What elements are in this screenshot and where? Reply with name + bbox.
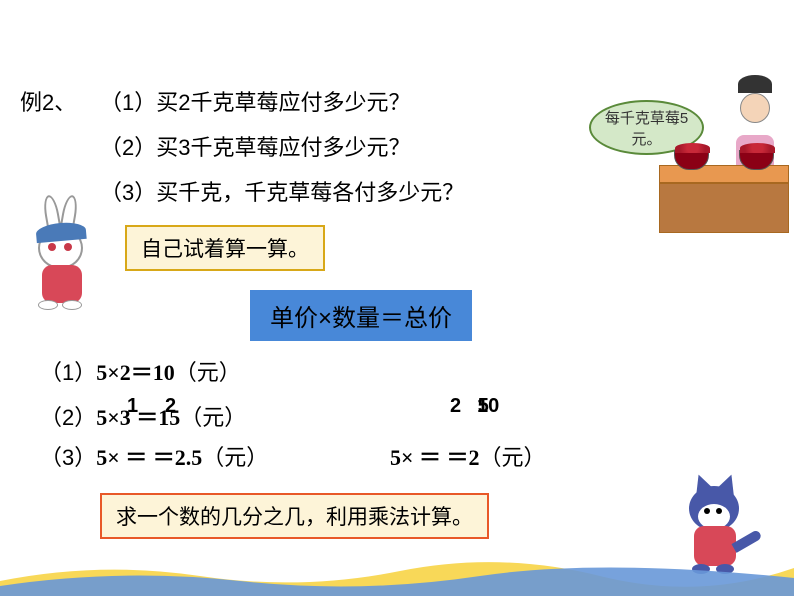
equation-2: （2）5×3 ＝15（元） xyxy=(40,400,246,432)
bottom-wave-decoration xyxy=(0,556,794,596)
hint-callout-2: 求一个数的几分之几，利用乘法计算。 xyxy=(100,493,489,539)
question-3: （3）买千克，千克草莓各付多少元？ xyxy=(100,175,464,207)
overlap-frac-1: 1 xyxy=(127,395,138,418)
rabbit-illustration xyxy=(20,195,110,315)
example-label: 例2、 xyxy=(20,85,76,117)
hint-callout-1: 自己试着算一算。 xyxy=(125,225,325,271)
counter-illustration xyxy=(659,165,789,235)
formula-box: 单价×数量＝总价 xyxy=(250,290,472,341)
equation-3a: （3）5× ＝ ＝2.5（元） xyxy=(40,440,268,472)
question-1: （1）买2千克草莓应付多少元？ xyxy=(100,85,410,117)
overlap-frac-2: 2 xyxy=(165,395,176,418)
equation-3b: 5× ＝ ＝2（元） xyxy=(390,440,546,472)
question-2: （2）买3千克草莓应付多少元？ xyxy=(100,130,410,162)
overlap-frac-4: 10 xyxy=(477,395,499,418)
equation-1: （1）5×2＝10（元） xyxy=(40,355,241,387)
